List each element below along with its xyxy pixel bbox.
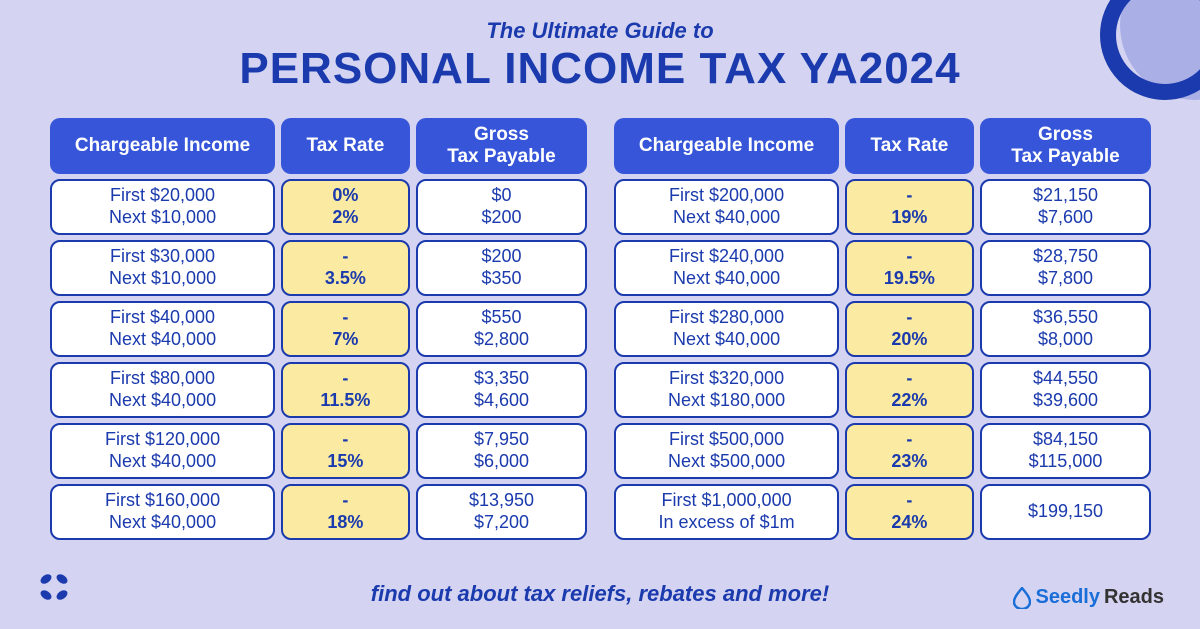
cell-rate: -19%: [845, 179, 974, 235]
cell-gross: $28,750$7,800: [980, 240, 1152, 296]
tax-table-left: Chargeable IncomeTax RateGrossTax Payabl…: [50, 118, 586, 540]
page-subtitle: The Ultimate Guide to: [0, 18, 1200, 44]
cell-rate: -20%: [845, 301, 974, 357]
tables-container: Chargeable IncomeTax RateGrossTax Payabl…: [50, 118, 1150, 540]
column-header-income: Chargeable Income: [614, 118, 839, 174]
cell-income: First $1,000,000In excess of $1m: [614, 484, 839, 540]
cell-income: First $500,000Next $500,000: [614, 423, 839, 479]
cell-income: First $200,000Next $40,000: [614, 179, 839, 235]
cell-income: First $30,000Next $10,000: [50, 240, 275, 296]
column-header-gross: GrossTax Payable: [416, 118, 588, 174]
cell-gross: $44,550$39,600: [980, 362, 1152, 418]
cell-income: First $320,000Next $180,000: [614, 362, 839, 418]
cell-rate: -15%: [281, 423, 410, 479]
cell-gross: $3,350$4,600: [416, 362, 588, 418]
table-row: First $20,000Next $10,0000%2%$0$200: [50, 179, 586, 235]
cell-rate: -22%: [845, 362, 974, 418]
table-row: First $1,000,000In excess of $1m-24%$199…: [614, 484, 1150, 540]
tax-table-right: Chargeable IncomeTax RateGrossTax Payabl…: [614, 118, 1150, 540]
seedly-drop-icon: [1013, 587, 1031, 609]
brand-seedly-text: Seedly: [1035, 586, 1099, 609]
brand-reads-text: Reads: [1104, 586, 1164, 609]
cell-gross: $13,950$7,200: [416, 484, 588, 540]
page-title: PERSONAL INCOME TAX YA2024: [0, 44, 1200, 94]
column-header-rate: Tax Rate: [845, 118, 974, 174]
cell-income: First $40,000Next $40,000: [50, 301, 275, 357]
column-header-gross: GrossTax Payable: [980, 118, 1152, 174]
table-row: First $240,000Next $40,000-19.5%$28,750$…: [614, 240, 1150, 296]
table-row: First $120,000Next $40,000-15%$7,950$6,0…: [50, 423, 586, 479]
seedly-reads-logo: SeedlyReads: [1013, 586, 1164, 609]
table-row: First $200,000Next $40,000-19%$21,150$7,…: [614, 179, 1150, 235]
cell-rate: -19.5%: [845, 240, 974, 296]
table-row: First $160,000Next $40,000-18%$13,950$7,…: [50, 484, 586, 540]
cell-income: First $160,000Next $40,000: [50, 484, 275, 540]
cell-rate: -18%: [281, 484, 410, 540]
cell-gross: $0$200: [416, 179, 588, 235]
cell-gross: $550$2,800: [416, 301, 588, 357]
cell-gross: $36,550$8,000: [980, 301, 1152, 357]
column-header-income: Chargeable Income: [50, 118, 275, 174]
cell-gross: $200$350: [416, 240, 588, 296]
column-header-rate: Tax Rate: [281, 118, 410, 174]
cell-income: First $80,000Next $40,000: [50, 362, 275, 418]
cell-income: First $240,000Next $40,000: [614, 240, 839, 296]
table-row: First $40,000Next $40,000-7%$550$2,800: [50, 301, 586, 357]
table-row: First $30,000Next $10,000-3.5%$200$350: [50, 240, 586, 296]
cell-rate: -7%: [281, 301, 410, 357]
cell-rate: -3.5%: [281, 240, 410, 296]
table-header-row: Chargeable IncomeTax RateGrossTax Payabl…: [614, 118, 1150, 174]
cell-gross: $21,150$7,600: [980, 179, 1152, 235]
table-row: First $280,000Next $40,000-20%$36,550$8,…: [614, 301, 1150, 357]
cell-rate: -24%: [845, 484, 974, 540]
cell-rate: 0%2%: [281, 179, 410, 235]
cell-income: First $280,000Next $40,000: [614, 301, 839, 357]
cell-gross: $7,950$6,000: [416, 423, 588, 479]
cell-gross: $84,150$115,000: [980, 423, 1152, 479]
table-header-row: Chargeable IncomeTax RateGrossTax Payabl…: [50, 118, 586, 174]
seedly-cross-icon: [36, 569, 72, 605]
table-row: First $80,000Next $40,000-11.5%$3,350$4,…: [50, 362, 586, 418]
cell-rate: -23%: [845, 423, 974, 479]
table-row: First $320,000Next $180,000-22%$44,550$3…: [614, 362, 1150, 418]
cell-rate: -11.5%: [281, 362, 410, 418]
table-row: First $500,000Next $500,000-23%$84,150$1…: [614, 423, 1150, 479]
cell-income: First $120,000Next $40,000: [50, 423, 275, 479]
cell-income: First $20,000Next $10,000: [50, 179, 275, 235]
cell-gross: $199,150: [980, 484, 1152, 540]
